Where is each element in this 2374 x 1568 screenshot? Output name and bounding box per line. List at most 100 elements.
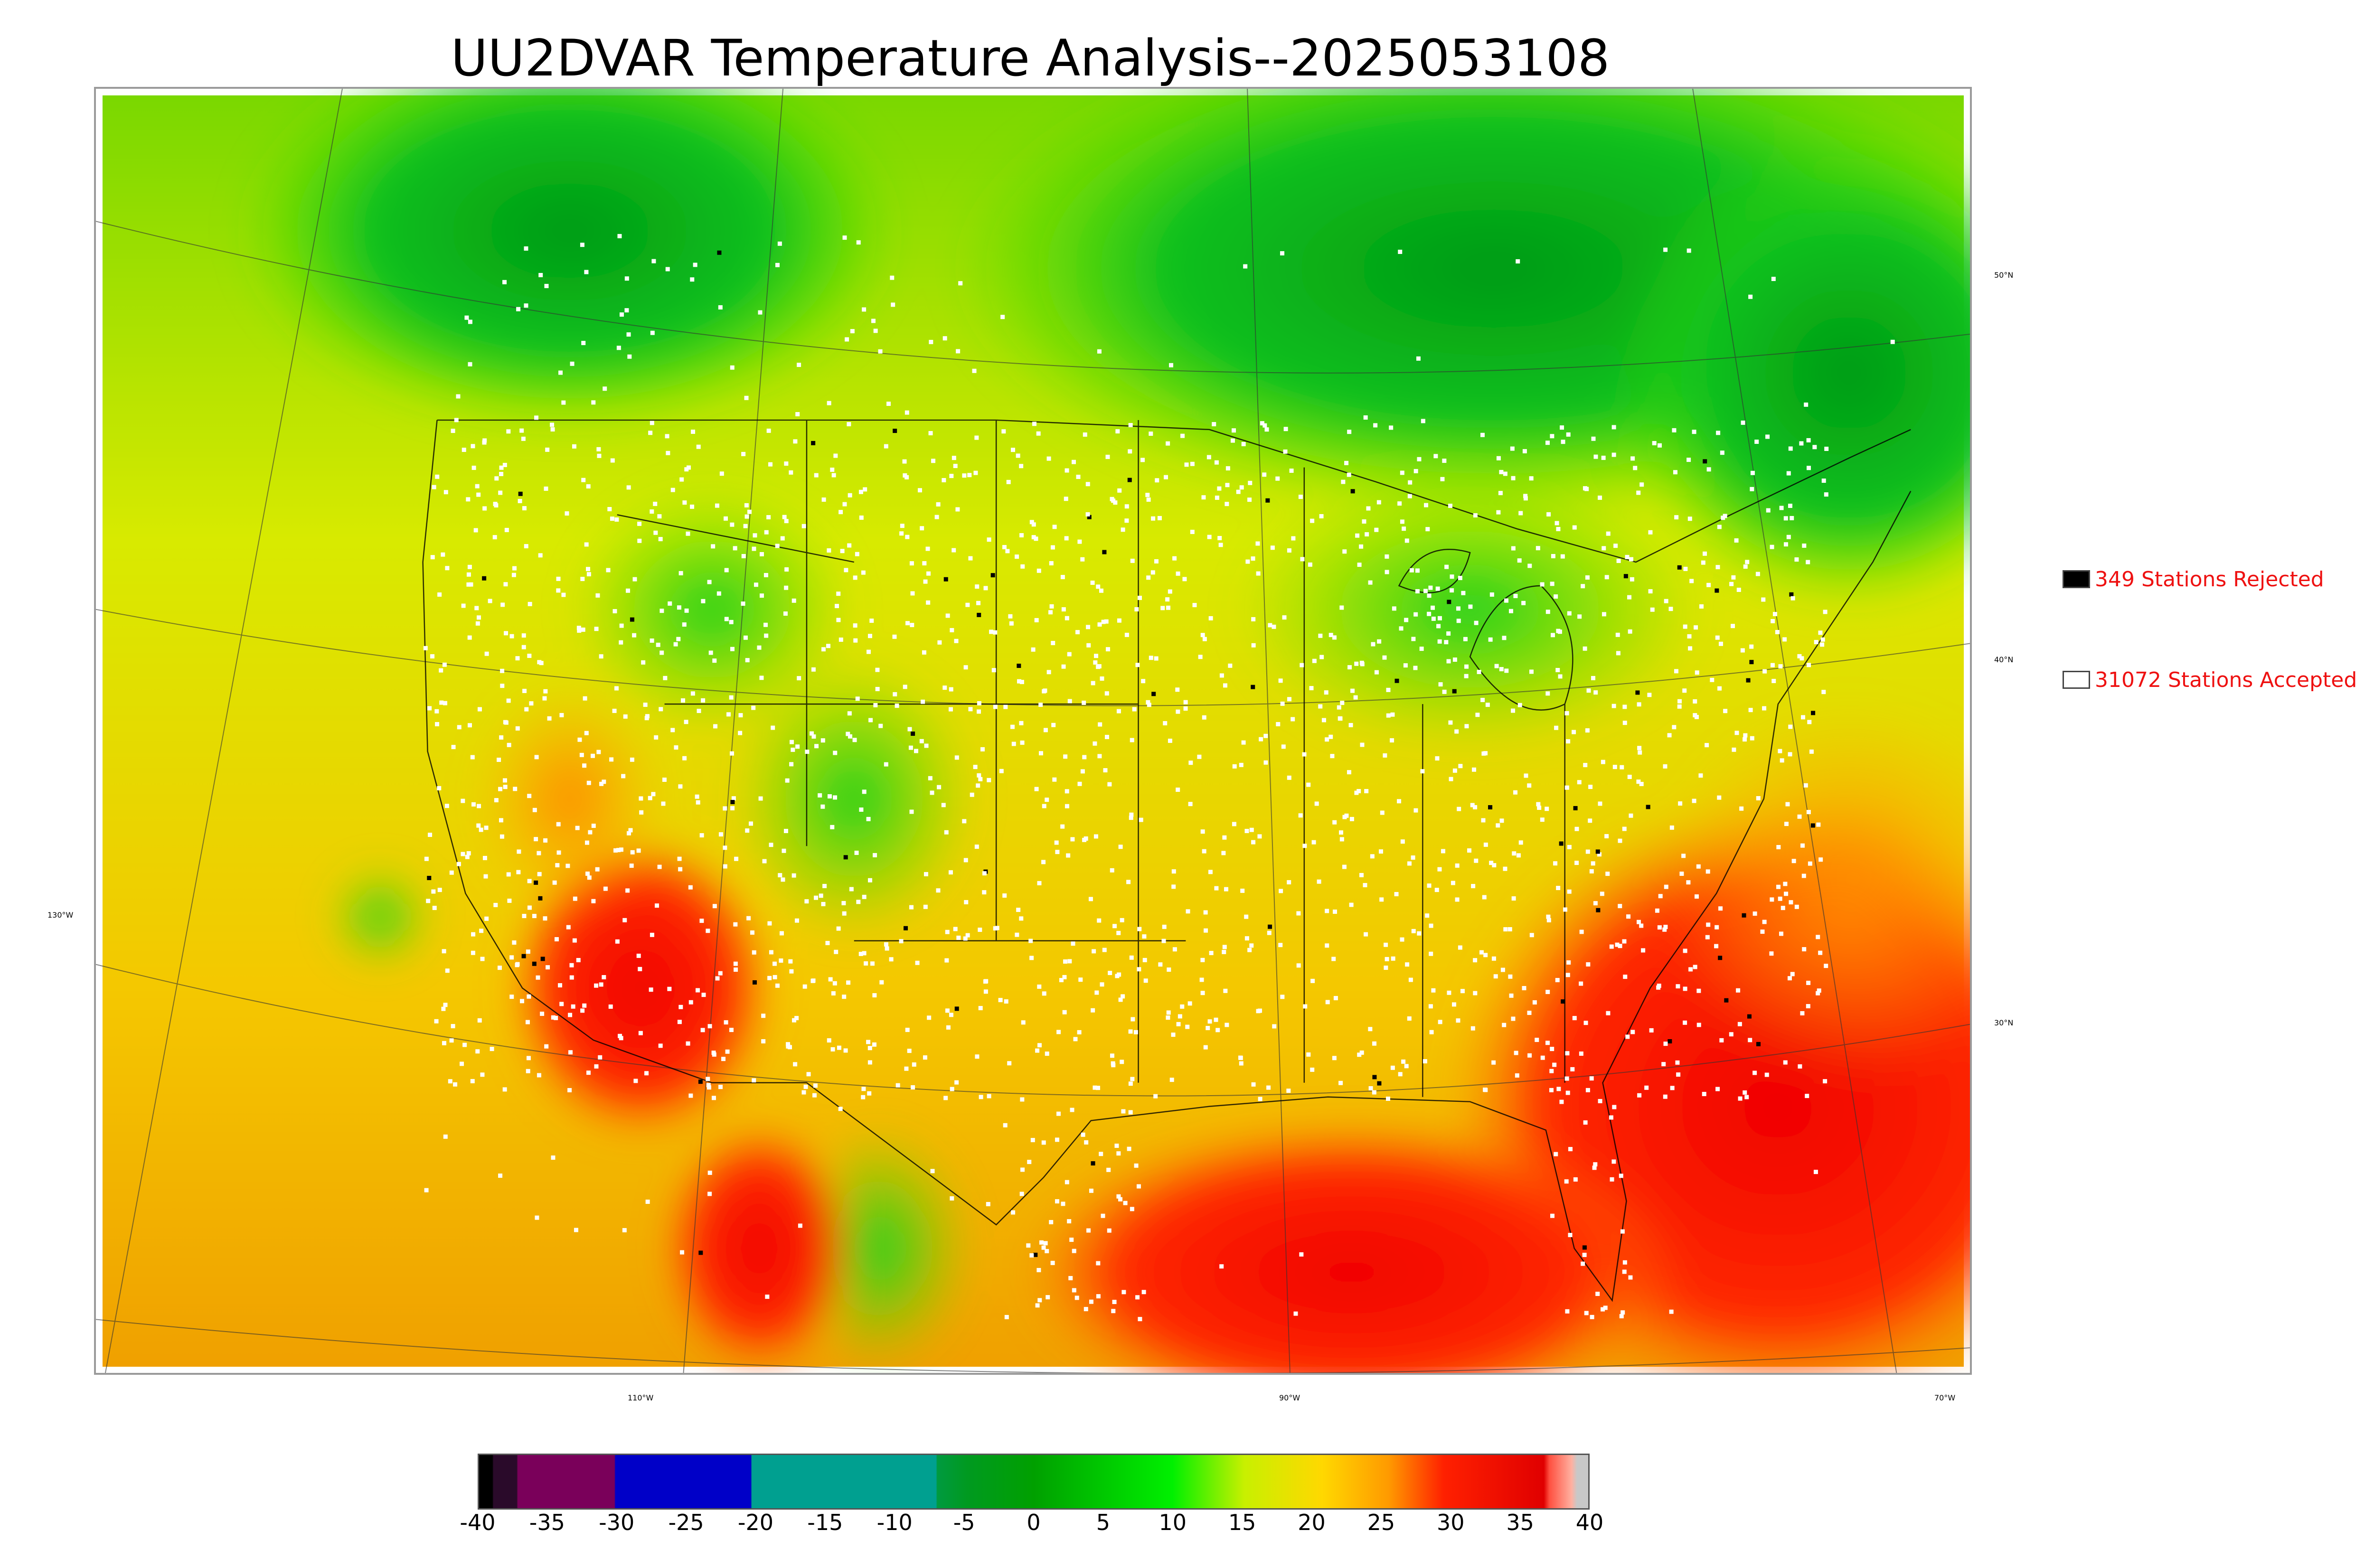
accepted-station-marker bbox=[659, 650, 664, 655]
accepted-label: 31072 Stations Accepted bbox=[2095, 667, 2357, 692]
accepted-station-marker bbox=[1565, 1090, 1570, 1095]
accepted-station-marker bbox=[1440, 477, 1445, 481]
accepted-station-marker bbox=[1523, 496, 1528, 501]
accepted-station-marker bbox=[540, 1012, 545, 1016]
accepted-station-marker bbox=[1368, 1086, 1373, 1090]
accepted-station-marker bbox=[758, 796, 763, 801]
accepted-station-marker bbox=[650, 330, 655, 335]
accepted-station-marker bbox=[430, 555, 435, 560]
accepted-station-marker bbox=[1303, 1004, 1308, 1009]
accepted-station-marker bbox=[757, 645, 762, 650]
accepted-station-marker bbox=[1045, 1052, 1049, 1056]
accepted-station-marker bbox=[1111, 1063, 1116, 1068]
accepted-station-marker bbox=[1015, 554, 1019, 559]
accepted-station-marker bbox=[602, 975, 606, 979]
accepted-station-marker bbox=[1097, 754, 1102, 759]
accepted-station-marker bbox=[1223, 683, 1227, 688]
accepted-station-marker bbox=[733, 961, 738, 966]
accepted-station-marker bbox=[577, 628, 582, 633]
rejected-station-marker bbox=[1447, 600, 1451, 604]
accepted-station-marker bbox=[1413, 666, 1418, 670]
accepted-station-marker bbox=[1556, 886, 1561, 891]
accepted-station-marker bbox=[721, 1057, 726, 1061]
accepted-station-marker bbox=[795, 412, 800, 416]
accepted-station-marker bbox=[1480, 432, 1485, 437]
accepted-station-marker bbox=[534, 755, 539, 760]
accepted-station-marker bbox=[1537, 806, 1542, 810]
accepted-station-marker bbox=[1065, 789, 1069, 794]
accepted-station-marker bbox=[1015, 932, 1019, 937]
accepted-station-marker bbox=[1444, 640, 1449, 645]
accepted-station-marker bbox=[846, 732, 850, 736]
accepted-station-marker bbox=[527, 905, 532, 910]
accepted-station-marker bbox=[945, 930, 950, 934]
accepted-station-marker bbox=[1272, 1024, 1277, 1029]
accepted-station-marker bbox=[673, 642, 678, 647]
accepted-station-marker bbox=[1545, 1041, 1550, 1045]
accepted-station-marker bbox=[1130, 738, 1134, 742]
accepted-station-marker bbox=[707, 1170, 712, 1175]
accepted-station-marker bbox=[543, 689, 548, 694]
accepted-station-marker bbox=[499, 834, 504, 839]
accepted-station-marker bbox=[1300, 663, 1304, 667]
accepted-station-marker bbox=[597, 453, 602, 458]
accepted-station-marker bbox=[1118, 997, 1123, 1002]
accepted-station-marker bbox=[775, 263, 780, 267]
accepted-station-marker bbox=[820, 804, 825, 809]
accepted-station-marker bbox=[784, 519, 789, 524]
accepted-station-marker bbox=[1622, 704, 1627, 709]
accepted-station-marker bbox=[862, 789, 867, 794]
accepted-station-marker bbox=[650, 932, 654, 937]
accepted-station-marker bbox=[833, 453, 838, 458]
accepted-station-marker bbox=[954, 755, 959, 760]
accepted-station-marker bbox=[847, 711, 852, 716]
accepted-station-marker bbox=[1806, 466, 1811, 470]
accepted-station-marker bbox=[1363, 883, 1367, 888]
accepted-station-marker bbox=[566, 925, 571, 930]
accepted-station-marker bbox=[603, 386, 607, 391]
rejected-station-marker bbox=[1635, 690, 1640, 695]
accepted-station-marker bbox=[1550, 1213, 1554, 1218]
accepted-station-marker bbox=[993, 926, 998, 931]
accepted-station-marker bbox=[626, 485, 631, 490]
accepted-station-marker bbox=[838, 510, 843, 515]
accepted-station-marker bbox=[794, 1016, 799, 1021]
accepted-station-marker bbox=[663, 676, 668, 680]
accepted-station-marker bbox=[791, 747, 795, 752]
accepted-station-marker bbox=[921, 699, 925, 704]
accepted-station-marker bbox=[1251, 617, 1256, 621]
accepted-station-marker bbox=[753, 533, 757, 538]
accepted-station-marker bbox=[1368, 1027, 1373, 1032]
accepted-station-marker bbox=[511, 573, 516, 577]
accepted-station-marker bbox=[780, 536, 785, 541]
accepted-station-marker bbox=[1036, 1268, 1041, 1272]
accepted-station-marker bbox=[1207, 535, 1212, 539]
accepted-station-marker bbox=[504, 631, 509, 636]
accepted-station-marker bbox=[638, 967, 642, 971]
accepted-station-marker bbox=[1610, 1177, 1614, 1182]
accepted-station-marker bbox=[1790, 596, 1795, 601]
accepted-station-marker bbox=[936, 502, 941, 507]
accepted-station-marker bbox=[1202, 715, 1206, 720]
accepted-station-marker bbox=[1627, 775, 1632, 779]
accepted-station-marker bbox=[1496, 823, 1500, 828]
accepted-station-marker bbox=[1224, 887, 1228, 892]
accepted-station-marker bbox=[1068, 1276, 1073, 1280]
accepted-station-marker bbox=[1692, 430, 1696, 434]
accepted-station-marker bbox=[1567, 889, 1572, 894]
accepted-station-marker bbox=[1067, 959, 1072, 964]
accepted-station-marker bbox=[1503, 927, 1508, 932]
accepted-station-marker bbox=[524, 544, 528, 549]
accepted-station-marker bbox=[1251, 643, 1256, 648]
accepted-station-marker bbox=[682, 500, 687, 505]
accepted-station-marker bbox=[1794, 557, 1799, 562]
accepted-station-marker bbox=[1584, 487, 1589, 491]
accepted-station-marker bbox=[1355, 533, 1360, 538]
accepted-station-marker bbox=[1038, 751, 1043, 756]
accepted-station-marker bbox=[1143, 978, 1148, 983]
accepted-station-marker bbox=[1071, 941, 1075, 946]
accepted-station-marker bbox=[1456, 1018, 1460, 1023]
accepted-station-marker bbox=[1517, 703, 1522, 707]
accepted-station-marker bbox=[930, 790, 934, 795]
accepted-station-marker bbox=[1130, 1207, 1134, 1211]
